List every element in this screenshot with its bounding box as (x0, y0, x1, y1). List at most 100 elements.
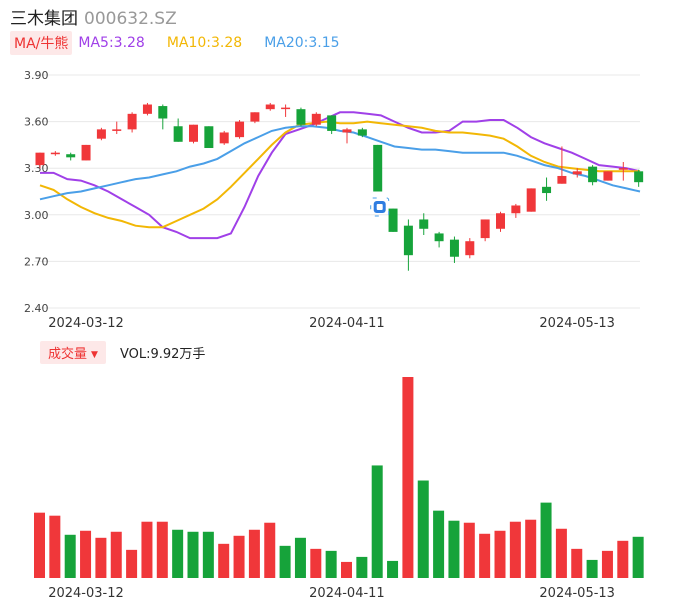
candle-down (542, 186, 552, 194)
candle-down (204, 126, 214, 149)
candle-down (419, 219, 429, 229)
volume-bar (617, 540, 629, 578)
price-axis-ticks: 3.903.603.303.002.702.40 (24, 69, 49, 315)
candle-down (296, 109, 306, 125)
candle-up (511, 205, 521, 214)
volume-bar (233, 535, 245, 578)
candle-up (50, 152, 60, 155)
volume-bar (356, 556, 368, 578)
candle-up (603, 171, 613, 181)
candle-up (235, 121, 245, 138)
volume-bar (479, 533, 491, 578)
candle-down (588, 166, 598, 183)
candle-up (219, 132, 229, 144)
candle-down (158, 106, 168, 119)
price-tick-label: 3.90 (24, 69, 49, 82)
volume-bar (571, 548, 583, 578)
stock-title: 三木集团 000632.SZ (10, 4, 177, 29)
caret-down-icon: ▼ (91, 349, 98, 360)
ma5-label: MA5:3.28 (78, 35, 145, 51)
date-tick-label: 2024-04-11 (309, 586, 385, 601)
ma20-line (39, 125, 641, 201)
volume-selector-button[interactable]: 成交量 ▼ (40, 341, 106, 364)
moving-average-lines (39, 111, 641, 240)
candle-up (311, 113, 321, 125)
candle-down (388, 208, 398, 232)
date-axis: 2024-03-12 2024-04-11 2024-05-13 (48, 316, 615, 331)
candle-down (66, 154, 76, 158)
volume-bar (34, 512, 45, 578)
price-tick-label: 2.70 (24, 255, 49, 268)
candle-down (357, 129, 367, 136)
price-tick-label: 3.00 (24, 209, 49, 222)
candle-up (281, 107, 291, 110)
candlestick-series (35, 102, 644, 271)
volume-value: VOL:9.92万手 (119, 347, 206, 362)
volume-bar (433, 510, 445, 578)
candle-up (112, 129, 122, 131)
volume-bar (448, 520, 460, 578)
volume-bar (632, 536, 644, 578)
volume-bar (172, 529, 184, 578)
ma10-label: MA10:3.28 (166, 35, 243, 51)
candle-up (81, 144, 91, 161)
stock-code: 000632.SZ (84, 9, 177, 29)
volume-bar (95, 537, 107, 578)
volume-bars (34, 377, 644, 578)
candle-down (434, 233, 444, 242)
volume-bar (325, 550, 337, 578)
volume-bar (341, 561, 352, 578)
candle-up (618, 168, 628, 170)
price-tick-label: 3.60 (24, 116, 49, 129)
candle-down (373, 144, 383, 192)
ma20-label: MA20:3.15 (264, 35, 340, 51)
candle-up (96, 129, 106, 139)
ma10-line (39, 120, 640, 229)
event-marker[interactable] (370, 197, 390, 217)
candle-up (342, 129, 352, 133)
volume-bar (49, 515, 61, 578)
candle-up (142, 104, 152, 114)
date-tick-label: 2024-05-13 (539, 586, 615, 601)
volume-bar (525, 519, 537, 578)
volume-bar (387, 560, 399, 578)
volume-bar (540, 502, 552, 578)
candle-down (634, 171, 644, 183)
ma-legend-bar: MA/牛熊 MA5:3.28 MA10:3.28 MA20:3.15 (10, 31, 362, 55)
volume-bar (126, 549, 138, 578)
volume-bar (402, 377, 414, 578)
price-tick-label: 2.40 (24, 302, 49, 315)
volume-bar (279, 545, 291, 578)
ma5-line (40, 111, 641, 240)
volume-bar (187, 531, 199, 578)
date-tick-label: 2024-03-12 (48, 586, 124, 601)
volume-bar (80, 530, 92, 578)
candle-down (173, 126, 183, 142)
date-tick-label: 2024-05-13 (539, 316, 615, 331)
volume-bar (463, 522, 475, 578)
candle-up (557, 175, 567, 184)
candle-down (327, 115, 337, 131)
candle-up (572, 171, 582, 175)
volume-bar (586, 559, 598, 578)
volume-bar (310, 548, 322, 578)
volume-bar (64, 534, 76, 578)
candle-up (250, 112, 260, 122)
price-grid (34, 74, 640, 309)
volume-bar (141, 521, 153, 578)
stock-name: 三木集团 (10, 9, 78, 29)
volume-bar (202, 531, 214, 578)
volume-date-axis: 2024-03-12 2024-04-11 2024-05-13 (48, 586, 615, 601)
volume-bar (555, 528, 567, 578)
marker-frame (370, 197, 390, 217)
candle-up (465, 241, 475, 256)
candle-up (189, 124, 198, 142)
candle-up (496, 213, 505, 229)
volume-bar (601, 550, 613, 578)
volume-bar (110, 531, 122, 578)
volume-bar (509, 521, 521, 578)
volume-legend-bar: 成交量 ▼ VOL:9.92万手 (40, 341, 205, 364)
volume-bar (417, 480, 429, 578)
ma-selector-button[interactable]: MA/牛熊 (10, 31, 73, 55)
